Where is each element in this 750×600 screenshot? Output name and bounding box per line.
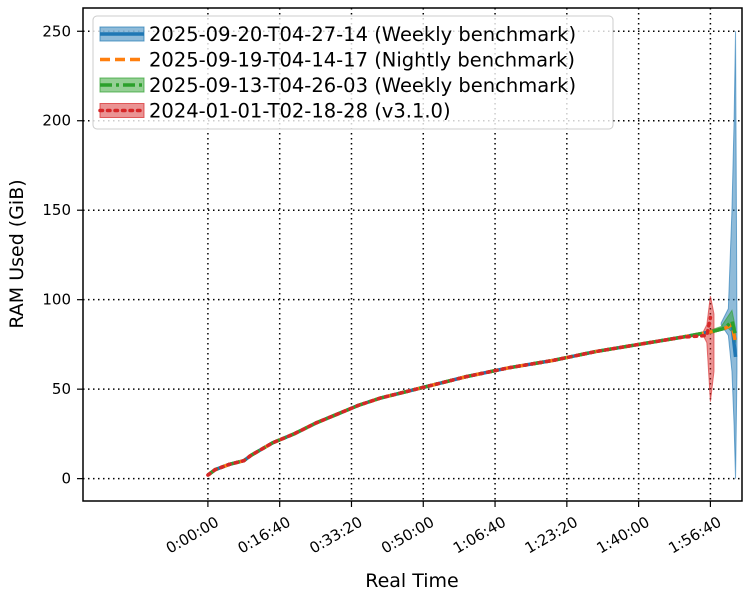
y-axis-ticks: 0 50 100 150 200 250 (42, 22, 83, 488)
y-tick-label: 100 (42, 291, 71, 309)
legend-label: 2025-09-13-T04-26-03 (Weekly benchmark) (149, 74, 576, 97)
legend-entry: 2024-01-01-T02-18-28 (v3.1.0) (98, 100, 451, 123)
y-tick-label: 150 (42, 201, 71, 219)
series-1-band (720, 31, 738, 479)
y-tick-label: 250 (42, 22, 71, 40)
legend: 2025-09-20-T04-27-14 (Weekly benchmark) 2… (92, 15, 614, 130)
x-axis-label: Real Time (365, 570, 459, 592)
legend-label: 2025-09-19-T04-14-17 (Nightly benchmark) (149, 49, 575, 72)
legend-label: 2025-09-20-T04-27-14 (Weekly benchmark) (149, 23, 576, 46)
grid-lines (83, 8, 742, 501)
y-tick-label: 50 (52, 380, 71, 398)
legend-label: 2024-01-01-T02-18-28 (v3.1.0) (149, 100, 451, 123)
series-4-band (702, 296, 715, 402)
series-4-line (206, 315, 713, 477)
y-axis-label: RAM Used (GiB) (6, 179, 28, 328)
series-lines (206, 315, 738, 477)
y-tick-label: 200 (42, 112, 71, 130)
legend-box (92, 15, 614, 130)
legend-entry: 2025-09-19-T04-14-17 (Nightly benchmark) (100, 49, 575, 72)
y-tick-label: 0 (61, 470, 71, 488)
legend-entry: 2025-09-20-T04-27-14 (Weekly benchmark) (99, 23, 576, 46)
plot-frame (82, 7, 743, 502)
legend-entry: 2025-09-13-T04-26-03 (Weekly benchmark) (99, 74, 576, 97)
